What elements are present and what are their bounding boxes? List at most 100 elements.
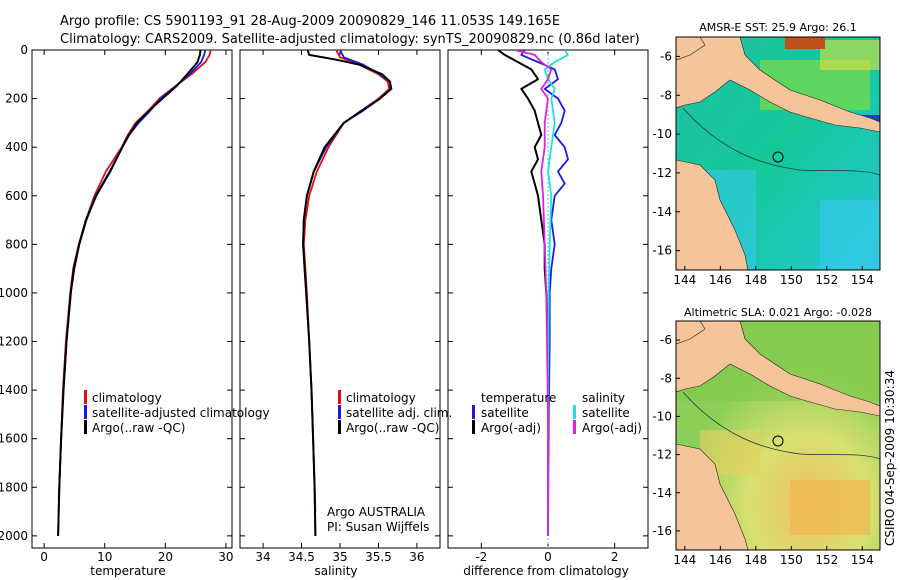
sla-map (676, 321, 880, 550)
temperature-xtick-label: 30 (218, 550, 233, 564)
salinity-xtick-label: 35.5 (365, 550, 392, 564)
sst-argo-marker (772, 151, 784, 163)
difference-xtick-label: 2 (611, 550, 619, 564)
depth-tick-label: 400 (5, 140, 28, 154)
legend-label: satellite (481, 406, 529, 420)
sla-map-frame (675, 320, 881, 551)
salinity-xtick-label: 34 (255, 550, 270, 564)
map-ytick-label: -12 (652, 448, 672, 462)
legend-label: Argo(..raw -QC) (346, 421, 439, 435)
legend-swatch-argo (338, 420, 341, 434)
sst-land-new-guinea (676, 37, 880, 133)
temperature-xlabel: temperature (90, 564, 165, 578)
map-xtick-label: 146 (709, 273, 732, 287)
map-xtick-label: 150 (780, 553, 803, 567)
map-xtick-label: 144 (673, 553, 696, 567)
sla-land-new-guinea (676, 321, 880, 417)
temperature-xtick-label: 10 (97, 550, 112, 564)
legend-header-salinity: salinity (582, 391, 625, 405)
difference-series-group (497, 50, 569, 536)
salinity-line-sat (302, 50, 393, 536)
legend-swatch-satellite (84, 405, 87, 419)
depth-tick-label: 1200 (0, 335, 28, 349)
legend-swatch-climatology (338, 390, 341, 404)
legend-label: satellite (582, 406, 630, 420)
map-ytick-label: -14 (652, 486, 672, 500)
legend-label: satellite adj. clim. (346, 406, 452, 420)
sla-argo-marker (772, 435, 784, 447)
map-xtick-label: 148 (744, 553, 767, 567)
temperature-legend: climatology satellite-adjusted climatolo… (84, 390, 270, 435)
header-line2: Climatology: CARS2009. Satellite-adjuste… (60, 32, 640, 47)
sst-land-australia (676, 159, 749, 270)
salinity-legend: climatology satellite adj. clim. Argo(..… (327, 390, 452, 534)
legend-label: Argo(-adj) (481, 421, 541, 435)
depth-tick-label: 800 (5, 237, 28, 251)
sst-land (676, 37, 706, 61)
temperature-line-sat (57, 50, 207, 536)
depth-tick-label: 600 (5, 189, 28, 203)
sla-high-patch (790, 480, 870, 535)
difference-xtick-label: 0 (544, 550, 552, 564)
map-xtick-label: 148 (744, 273, 767, 287)
sst-bathymetry (682, 107, 880, 176)
salinity-line-clim (302, 50, 391, 512)
salinity-xtick-label: 36 (409, 550, 424, 564)
map-xtick-label: 144 (673, 273, 696, 287)
legend-swatch-satellite (338, 405, 341, 419)
map-xtick-label: 154 (851, 553, 874, 567)
difference-xtick-label: -2 (475, 550, 487, 564)
difference-line-sat_sal (543, 50, 569, 536)
depth-tick-label: 1400 (0, 383, 28, 397)
depth-tick-label: 1000 (0, 286, 28, 300)
legend-swatch-sal-satellite (573, 405, 576, 419)
difference-line-argo_sal (514, 50, 553, 536)
map-xtick-label: 154 (851, 273, 874, 287)
salinity-line-argo (302, 50, 392, 536)
sst-warm-patch (820, 40, 880, 70)
map-xtick-label: 152 (815, 553, 838, 567)
map-xtick-label: 150 (780, 273, 803, 287)
temperature-panel (31, 49, 233, 549)
salinity-panel (239, 49, 441, 549)
map-xtick-label: 146 (709, 553, 732, 567)
difference-xlabel: difference from climatology (463, 564, 629, 578)
map-ytick-label: -8 (660, 88, 672, 102)
map-ytick-label: -10 (652, 409, 672, 423)
sla-map-title: Altimetric SLA: 0.021 Argo: -0.028 (684, 306, 872, 319)
map-ytick-label: -10 (652, 127, 672, 141)
sst-map-frame (675, 36, 881, 271)
legend-label: climatology (92, 391, 162, 405)
temperature-series-group (57, 50, 212, 536)
sla-land (676, 321, 706, 345)
map-ytick-label: -12 (652, 166, 672, 180)
annotation-argo-australia: Argo AUSTRALIA (327, 505, 426, 519)
legend-swatch-climatology (84, 390, 87, 404)
salinity-xtick-label: 34.5 (288, 550, 315, 564)
legend-label: satellite-adjusted climatology (92, 406, 270, 420)
legend-label: Argo(-adj) (582, 421, 642, 435)
depth-tick-label: 2000 (0, 529, 28, 543)
annotation-pi: PI: Susan Wijffels (327, 520, 429, 534)
depth-tick-label: 0 (20, 43, 28, 57)
map-ytick-label: -16 (652, 244, 672, 258)
map-ytick-label: -6 (660, 49, 672, 63)
header-line1: Argo profile: CS 5901193_91 28-Aug-2009 … (60, 14, 560, 29)
map-xtick-label: 152 (815, 273, 838, 287)
map-ytick-label: -16 (652, 524, 672, 538)
difference-line-argo (497, 50, 549, 536)
legend-swatch-argo (84, 420, 87, 434)
sst-map-title: AMSR-E SST: 25.9 Argo: 26.1 (699, 21, 857, 34)
temperature-line-argo (57, 50, 202, 536)
map-ytick-label: -8 (660, 371, 672, 385)
sst-map (676, 37, 880, 270)
sst-hot-patch (785, 37, 825, 49)
salinity-xtick-label: 35 (332, 550, 347, 564)
sla-bathymetry (682, 391, 880, 460)
legend-label: Argo(..raw -QC) (92, 421, 185, 435)
depth-tick-label: 1800 (0, 480, 28, 494)
salinity-series-group (302, 50, 393, 536)
difference-line-sat (520, 50, 569, 536)
salinity-xlabel: salinity (314, 564, 357, 578)
